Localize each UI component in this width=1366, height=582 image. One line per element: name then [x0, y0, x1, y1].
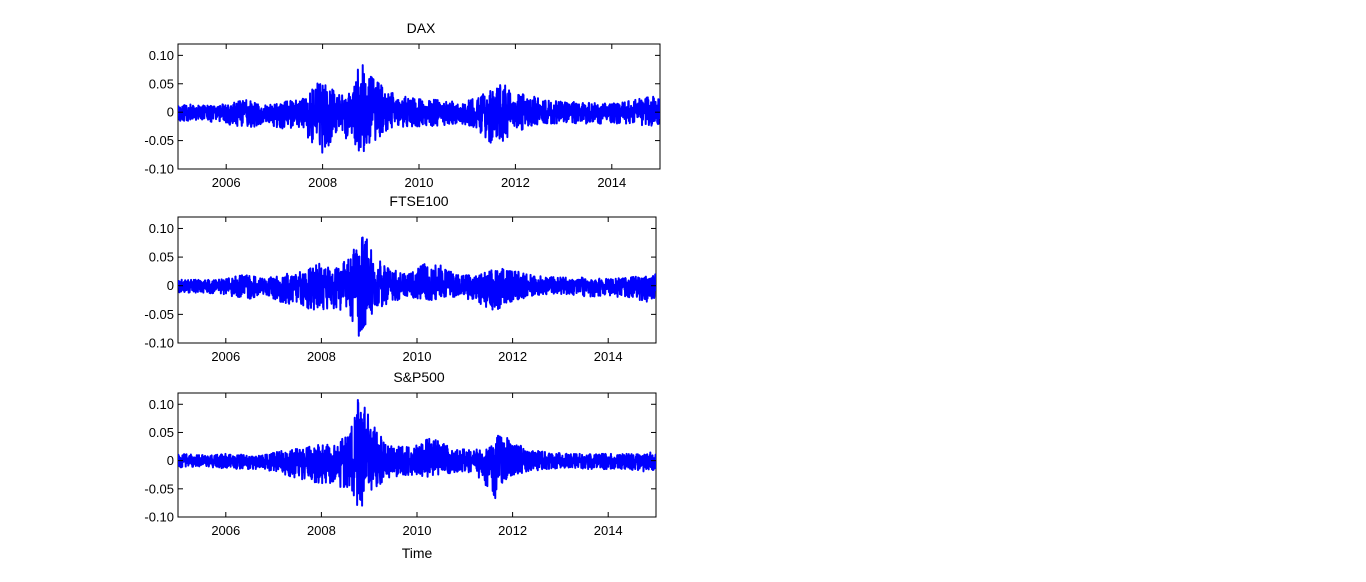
y-tick-label: 0	[167, 453, 174, 468]
chart-panel-1: -0.10 -0.05 0 0.05 0.10 2006 2008 2010 2012 2014 D…	[144, 20, 661, 190]
x-tick-label: 2006	[211, 523, 240, 538]
x-tick-label: 2012	[498, 349, 527, 364]
series-line	[178, 398, 656, 507]
y-tick-label: -0.05	[144, 307, 174, 322]
chart-title: FTSE100	[389, 193, 448, 209]
chart-title: DAX	[407, 20, 436, 36]
chart-title: S&P500	[393, 369, 445, 385]
y-tick-label: 0.10	[149, 397, 174, 412]
x-tick-label: 2014	[594, 523, 623, 538]
y-tick-label: 0.10	[149, 48, 174, 63]
y-tick-label: 0.05	[149, 76, 174, 91]
y-tick-label: -0.10	[144, 336, 174, 351]
y-tick-label: -0.05	[144, 481, 174, 496]
chart-panel-2: -0.10 -0.05 0 0.05 0.10 2006 2008 2010 2012 2014 F…	[144, 193, 657, 364]
y-tick-label: 0.05	[149, 425, 174, 440]
series-line	[178, 236, 656, 337]
series-line	[178, 64, 660, 154]
x-tick-label: 2014	[594, 349, 623, 364]
x-tick-label: 2008	[307, 349, 336, 364]
y-tick-label: 0.05	[149, 250, 174, 265]
x-tick-label: 2012	[501, 175, 530, 190]
y-tick-label: -0.05	[144, 133, 174, 148]
y-tick-label: -0.10	[144, 162, 174, 177]
x-tick-label: 2008	[308, 175, 337, 190]
x-axis-label: Time	[402, 545, 433, 561]
x-tick-label: 2006	[211, 349, 240, 364]
chart-panel-3: -0.10 -0.05 0 0.05 0.10 2006 2008 2010 2012 2014 S…	[144, 369, 657, 561]
x-tick-label: 2010	[403, 523, 432, 538]
x-tick-label: 2006	[212, 175, 241, 190]
y-tick-label: -0.10	[144, 510, 174, 525]
y-tick-label: 0	[167, 105, 174, 120]
x-tick-label: 2014	[597, 175, 626, 190]
x-tick-label: 2010	[405, 175, 434, 190]
y-tick-label: 0	[167, 278, 174, 293]
x-tick-label: 2012	[498, 523, 527, 538]
x-tick-label: 2010	[403, 349, 432, 364]
x-tick-label: 2008	[307, 523, 336, 538]
y-tick-label: 0.10	[149, 221, 174, 236]
